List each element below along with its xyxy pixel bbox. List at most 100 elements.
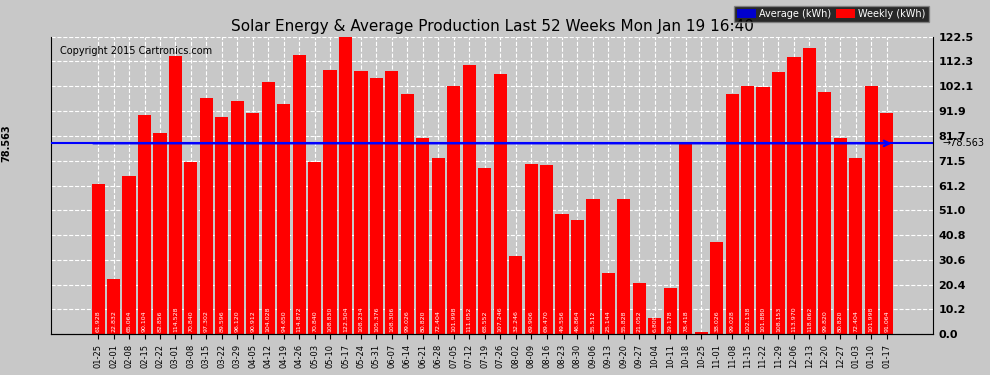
Text: 80.820: 80.820 bbox=[838, 310, 842, 332]
Bar bbox=[756, 87, 769, 334]
Text: 46.864: 46.864 bbox=[575, 310, 580, 332]
Text: 89.596: 89.596 bbox=[220, 310, 225, 332]
Bar bbox=[324, 70, 337, 334]
Text: 114.528: 114.528 bbox=[173, 306, 178, 332]
Text: 19.178: 19.178 bbox=[667, 310, 673, 332]
Text: 80.820: 80.820 bbox=[421, 310, 426, 332]
Text: 68.552: 68.552 bbox=[482, 310, 487, 332]
Bar bbox=[447, 87, 460, 334]
Bar bbox=[215, 117, 229, 334]
Text: 97.302: 97.302 bbox=[204, 310, 209, 332]
Text: Copyright 2015 Cartronics.com: Copyright 2015 Cartronics.com bbox=[60, 46, 213, 56]
Bar bbox=[370, 78, 383, 334]
Bar bbox=[555, 214, 568, 334]
Bar bbox=[618, 199, 631, 334]
Bar bbox=[710, 242, 724, 334]
Bar bbox=[107, 279, 120, 334]
Bar bbox=[540, 165, 553, 334]
Text: 104.028: 104.028 bbox=[265, 306, 270, 332]
Text: 91.064: 91.064 bbox=[884, 310, 889, 332]
Text: 101.998: 101.998 bbox=[869, 306, 874, 332]
Bar bbox=[571, 220, 584, 334]
Bar bbox=[416, 138, 430, 334]
Bar bbox=[663, 288, 677, 334]
Text: 105.376: 105.376 bbox=[374, 306, 379, 332]
Text: 108.830: 108.830 bbox=[328, 306, 333, 332]
Bar bbox=[91, 184, 105, 334]
Text: 70.840: 70.840 bbox=[188, 310, 193, 332]
Bar bbox=[819, 92, 832, 334]
Bar bbox=[772, 72, 785, 334]
Bar bbox=[695, 332, 708, 334]
Bar bbox=[169, 56, 182, 334]
Text: 55.828: 55.828 bbox=[622, 310, 627, 332]
Text: 99.026: 99.026 bbox=[405, 310, 410, 332]
Text: 69.906: 69.906 bbox=[529, 310, 534, 332]
Text: 108.306: 108.306 bbox=[389, 306, 394, 332]
Text: 25.144: 25.144 bbox=[606, 310, 611, 332]
Text: 21.052: 21.052 bbox=[637, 310, 642, 332]
Bar bbox=[602, 273, 615, 334]
Text: 70.840: 70.840 bbox=[312, 310, 317, 332]
Text: 78.563: 78.563 bbox=[2, 124, 12, 162]
Bar bbox=[401, 94, 414, 334]
Text: 6.808: 6.808 bbox=[652, 314, 657, 332]
Bar bbox=[339, 37, 352, 334]
Bar bbox=[509, 256, 522, 334]
Text: 113.970: 113.970 bbox=[791, 306, 796, 332]
Bar bbox=[849, 158, 862, 334]
Bar bbox=[803, 48, 816, 334]
Bar bbox=[247, 113, 259, 334]
Bar bbox=[354, 71, 367, 334]
Text: 99.028: 99.028 bbox=[730, 310, 735, 332]
Bar bbox=[293, 55, 306, 334]
Text: 102.138: 102.138 bbox=[745, 306, 750, 332]
Bar bbox=[385, 71, 399, 334]
Text: 101.880: 101.880 bbox=[760, 306, 765, 332]
Bar bbox=[525, 164, 538, 334]
Text: 78.418: 78.418 bbox=[683, 310, 688, 332]
Text: 69.470: 69.470 bbox=[544, 310, 549, 332]
Text: 90.104: 90.104 bbox=[142, 310, 148, 332]
Bar bbox=[184, 162, 197, 334]
Bar bbox=[633, 283, 645, 334]
Bar bbox=[586, 200, 600, 334]
Bar bbox=[726, 94, 739, 334]
Text: 107.246: 107.246 bbox=[498, 306, 503, 332]
Text: 38.026: 38.026 bbox=[714, 310, 719, 332]
Bar bbox=[880, 113, 893, 334]
Text: 94.650: 94.650 bbox=[281, 310, 286, 332]
Bar bbox=[277, 104, 290, 334]
Bar bbox=[834, 138, 846, 334]
Bar bbox=[478, 168, 491, 334]
Text: 108.153: 108.153 bbox=[776, 306, 781, 332]
Bar bbox=[648, 318, 661, 334]
Text: 22.832: 22.832 bbox=[111, 310, 116, 332]
Bar bbox=[153, 133, 166, 334]
Text: 72.404: 72.404 bbox=[853, 310, 858, 332]
Bar bbox=[138, 116, 151, 334]
Text: 49.556: 49.556 bbox=[559, 310, 564, 332]
Text: 118.062: 118.062 bbox=[807, 306, 812, 332]
Text: 65.064: 65.064 bbox=[127, 310, 132, 332]
Text: 122.504: 122.504 bbox=[343, 306, 348, 332]
Bar bbox=[432, 158, 445, 334]
Text: 72.404: 72.404 bbox=[436, 310, 441, 332]
Bar bbox=[741, 86, 754, 334]
Text: 114.872: 114.872 bbox=[297, 306, 302, 332]
Text: 32.246: 32.246 bbox=[513, 310, 518, 332]
Bar bbox=[462, 64, 476, 334]
Bar bbox=[261, 82, 275, 334]
Bar bbox=[864, 87, 878, 334]
Text: 111.052: 111.052 bbox=[466, 306, 471, 332]
Text: 82.856: 82.856 bbox=[157, 310, 162, 332]
Legend: Average (kWh), Weekly (kWh): Average (kWh), Weekly (kWh) bbox=[734, 6, 929, 22]
Text: 55.512: 55.512 bbox=[590, 310, 595, 332]
Bar bbox=[123, 176, 136, 334]
Bar bbox=[200, 98, 213, 334]
Text: 61.928: 61.928 bbox=[96, 310, 101, 332]
Text: 99.820: 99.820 bbox=[823, 310, 828, 332]
Title: Solar Energy & Average Production Last 52 Weeks Mon Jan 19 16:40: Solar Energy & Average Production Last 5… bbox=[231, 19, 753, 34]
Text: 96.120: 96.120 bbox=[235, 310, 240, 332]
Bar bbox=[308, 162, 321, 334]
